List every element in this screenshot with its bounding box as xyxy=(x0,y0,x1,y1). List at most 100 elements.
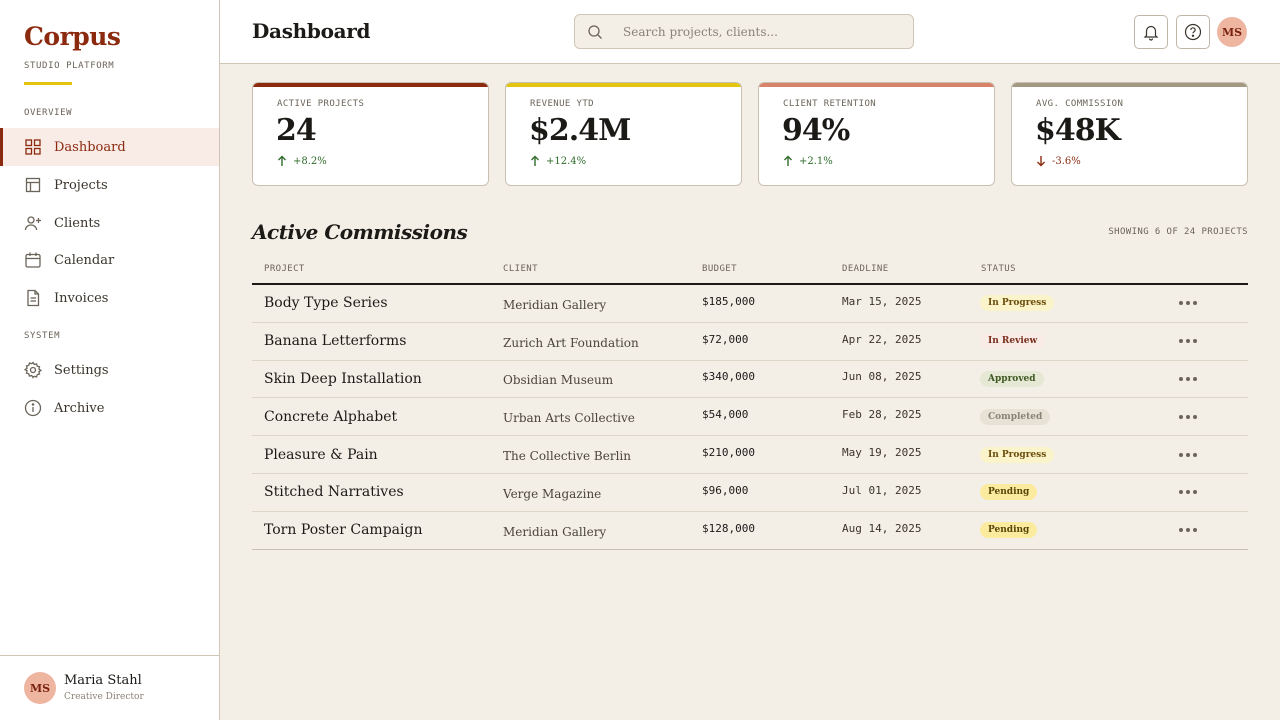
status-cell: Approved xyxy=(980,361,1044,398)
sidebar-item-clients[interactable]: Clients xyxy=(0,204,219,242)
column-header-client[interactable]: CLIENT xyxy=(503,264,538,274)
row-actions-button[interactable] xyxy=(1178,436,1198,473)
budget-value: $72,000 xyxy=(702,332,749,346)
row-actions-button[interactable] xyxy=(1178,285,1198,322)
status-badge: Pending xyxy=(980,522,1038,539)
column-header-budget[interactable]: BUDGET xyxy=(702,264,737,274)
budget-value: $54,000 xyxy=(702,408,749,422)
stat-value: $2.4M xyxy=(529,113,631,148)
sidebar-item-settings[interactable]: Settings xyxy=(0,351,219,389)
row-actions-button[interactable] xyxy=(1178,398,1198,435)
client-name: Zurich Art Foundation xyxy=(503,335,639,350)
help-button[interactable] xyxy=(1176,15,1210,49)
project-name[interactable]: Concrete Alphabet xyxy=(264,408,398,425)
deadline-value: Feb 28, 2025 xyxy=(842,408,922,422)
client-name: The Collective Berlin xyxy=(503,449,631,464)
column-header-project[interactable]: PROJECT xyxy=(264,264,305,274)
card-accent xyxy=(506,83,741,87)
budget-value: $340,000 xyxy=(702,370,755,384)
sidebar-item-label: Calendar xyxy=(54,252,115,268)
sidebar-item-label: Invoices xyxy=(54,290,109,306)
brand-logo[interactable]: Corpus xyxy=(24,22,121,51)
row-actions-button[interactable] xyxy=(1178,361,1198,398)
commissions-table: PROJECT CLIENT BUDGET DEADLINE STATUS Bo… xyxy=(252,258,1248,550)
deadline-value: Apr 22, 2025 xyxy=(842,332,922,346)
sidebar-item-calendar[interactable]: Calendar xyxy=(0,241,219,279)
project-name[interactable]: Torn Poster Campaign xyxy=(264,522,423,539)
table-row[interactable]: Stitched Narratives Verge Magazine $96,0… xyxy=(252,474,1248,512)
stat-label: CLIENT RETENTION xyxy=(783,99,877,109)
table-row[interactable]: Banana Letterforms Zurich Art Foundation… xyxy=(252,323,1248,361)
table-body: Body Type Series Meridian Gallery $185,0… xyxy=(252,285,1248,550)
search-bar[interactable] xyxy=(574,14,914,49)
stat-card-active-projects: ACTIVE PROJECTS 24 +8.2% xyxy=(252,82,489,186)
status-badge: In Progress xyxy=(980,295,1055,312)
more-horizontal-icon xyxy=(1179,376,1197,381)
table-row[interactable]: Concrete Alphabet Urban Arts Collective … xyxy=(252,398,1248,437)
layout-icon xyxy=(24,176,42,194)
stat-card-revenue: REVENUE YTD $2.4M +12.4% xyxy=(505,82,742,186)
more-horizontal-icon xyxy=(1179,490,1197,495)
table-row[interactable]: Torn Poster Campaign Meridian Gallery $1… xyxy=(252,512,1248,550)
budget-value: $96,000 xyxy=(702,483,749,497)
sidebar-item-label: Projects xyxy=(54,177,108,193)
arrow-up-icon xyxy=(531,155,539,166)
project-name[interactable]: Body Type Series xyxy=(264,295,388,312)
sidebar-item-dashboard[interactable]: Dashboard xyxy=(0,128,219,166)
stat-delta: +2.1% xyxy=(783,155,833,167)
client-name: Meridian Gallery xyxy=(503,297,607,312)
budget-value: $185,000 xyxy=(702,294,755,308)
card-accent xyxy=(253,83,488,87)
row-actions-button[interactable] xyxy=(1178,474,1198,511)
top-header: Dashboard MS xyxy=(220,0,1280,64)
column-header-status[interactable]: STATUS xyxy=(981,264,1016,274)
stat-delta: +12.4% xyxy=(530,155,586,167)
sidebar-item-label: Settings xyxy=(54,362,109,378)
deadline-value: Aug 14, 2025 xyxy=(842,521,922,535)
results-count: SHOWING 6 OF 24 PROJECTS xyxy=(1108,227,1248,237)
help-icon xyxy=(1184,23,1202,41)
stat-delta-value: +2.1% xyxy=(799,155,833,167)
card-accent xyxy=(1012,83,1247,87)
stat-label: REVENUE YTD xyxy=(530,99,595,109)
table-row[interactable]: Body Type Series Meridian Gallery $185,0… xyxy=(252,285,1248,323)
sidebar-item-label: Clients xyxy=(54,215,101,231)
sidebar-item-label: Archive xyxy=(54,400,105,416)
bell-icon xyxy=(1143,25,1159,41)
status-cell: In Review xyxy=(980,323,1046,360)
project-name[interactable]: Stitched Narratives xyxy=(264,484,404,501)
client-name: Meridian Gallery xyxy=(503,524,607,539)
stat-label: ACTIVE PROJECTS xyxy=(277,99,365,109)
column-header-deadline[interactable]: DEADLINE xyxy=(842,264,889,274)
status-cell: Pending xyxy=(980,512,1038,549)
page-title: Dashboard xyxy=(252,19,371,43)
calendar-icon xyxy=(24,251,42,269)
user-plus-icon xyxy=(24,214,42,232)
search-input[interactable] xyxy=(623,15,903,48)
stat-delta-value: -3.6% xyxy=(1052,155,1081,167)
stat-value: 94% xyxy=(782,113,850,148)
sidebar-item-invoices[interactable]: Invoices xyxy=(0,279,219,317)
table-row[interactable]: Skin Deep Installation Obsidian Museum $… xyxy=(252,361,1248,399)
sidebar-item-archive[interactable]: Archive xyxy=(0,389,219,427)
brand-subtitle: STUDIO PLATFORM xyxy=(24,61,115,71)
table-row[interactable]: Pleasure & Pain The Collective Berlin $2… xyxy=(252,436,1248,474)
gear-icon xyxy=(24,361,42,379)
notifications-button[interactable] xyxy=(1134,15,1168,49)
project-name[interactable]: Banana Letterforms xyxy=(264,333,407,350)
deadline-value: Jun 08, 2025 xyxy=(842,370,922,384)
header-avatar[interactable]: MS xyxy=(1217,17,1247,47)
more-horizontal-icon xyxy=(1179,301,1197,306)
user-role: Creative Director xyxy=(64,692,144,702)
project-name[interactable]: Skin Deep Installation xyxy=(264,370,422,387)
info-icon xyxy=(24,399,42,417)
project-name[interactable]: Pleasure & Pain xyxy=(264,446,378,463)
sidebar-item-projects[interactable]: Projects xyxy=(0,166,219,204)
user-profile[interactable]: MS Maria Stahl Creative Director xyxy=(0,655,219,720)
stat-label: AVG. COMMISSION xyxy=(1036,99,1124,109)
client-name: Verge Magazine xyxy=(503,486,602,501)
row-actions-button[interactable] xyxy=(1178,512,1198,549)
deadline-value: May 19, 2025 xyxy=(842,446,922,460)
row-actions-button[interactable] xyxy=(1178,323,1198,360)
nav-heading-system: SYSTEM xyxy=(24,331,61,341)
